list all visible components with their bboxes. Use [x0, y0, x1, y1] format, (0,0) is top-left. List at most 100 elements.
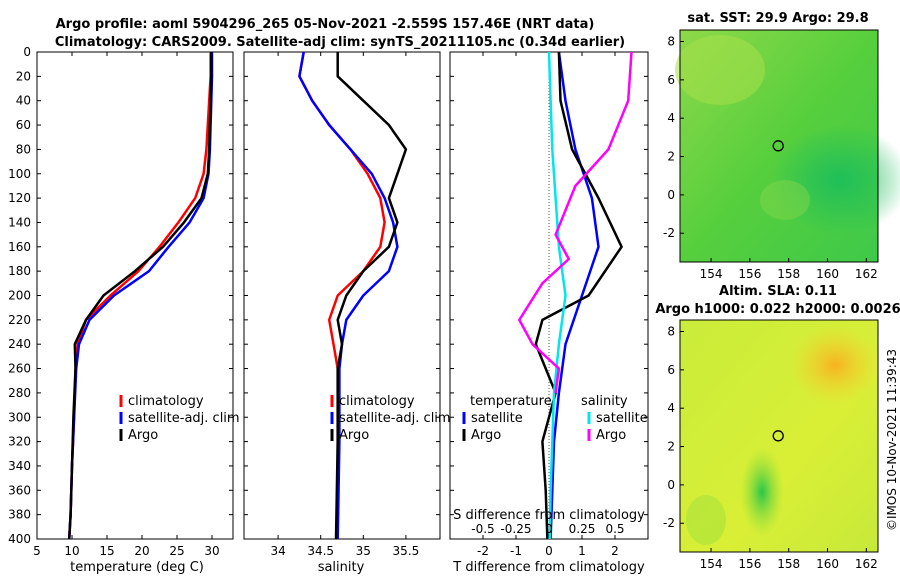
legend-label-argo: Argo: [339, 428, 369, 443]
temperature-lines: [67, 52, 214, 539]
argo-position-marker: [772, 140, 784, 152]
x-tick-label: 2: [611, 544, 619, 558]
map-x-tick-label: 154: [700, 267, 723, 281]
x-tick-label: 10: [64, 544, 79, 558]
legend-label-argo: Argo: [128, 428, 158, 443]
y-tick-label: 360: [8, 483, 31, 497]
argo-position-marker: [772, 430, 784, 442]
map-y-tick-label: 0: [667, 478, 675, 492]
temperature-axes: [36, 51, 234, 540]
sla-ticks: 154 156 158 160 162 8 6 4 2 0 -2: [663, 325, 878, 571]
legend-header-salinity: salinity: [581, 394, 628, 409]
argo-markers: [772, 140, 784, 442]
top-x-tick-label: 0.5: [605, 522, 624, 536]
imos-footer: ©IMOS 10-Nov-2021 11:39:43: [885, 349, 899, 531]
map-y-tick-label: 4: [667, 401, 675, 415]
y-tick-label: 40: [16, 94, 31, 108]
x-tick-label: 35: [356, 544, 371, 558]
map-y-tick-label: 6: [667, 73, 675, 87]
sla-low-patch-2: [686, 495, 726, 545]
y-tick-label: 260: [8, 362, 31, 376]
y-tick-label: 160: [8, 240, 31, 254]
map-y-tick-label: 8: [667, 325, 675, 339]
sla-map-title-1: Altim. SLA: 0.11: [719, 284, 837, 299]
sla-map: [680, 320, 880, 552]
map-y-tick-label: -2: [663, 226, 675, 240]
series-line-salinity-argo: [518, 52, 633, 394]
x-tick-label: 34: [270, 544, 285, 558]
x-tick-label: 30: [204, 544, 219, 558]
map-y-tick-label: 2: [667, 440, 675, 454]
map-x-tick-label: 156: [738, 267, 761, 281]
difference-xlabel: T difference from climatology: [452, 560, 645, 575]
sst-axes: [679, 29, 879, 263]
y-tick-label: 80: [16, 142, 31, 156]
y-tick-label: 120: [8, 191, 31, 205]
y-tick-label: 400: [8, 532, 31, 546]
legend-label-t-satellite: satellite: [471, 411, 523, 426]
y-tick-label: 0: [23, 45, 31, 59]
title-line-2: Climatology: CARS2009. Satellite-adj cli…: [55, 35, 625, 50]
salinity-lines: [298, 52, 408, 539]
legend-label-t-argo: Argo: [471, 428, 501, 443]
salinity-ticks: 34 34.5 35 35.5: [244, 51, 440, 558]
difference-top-ticks: -0.5 -0.25 0 0.25 0.5: [471, 522, 624, 536]
y-tick-label: 280: [8, 386, 31, 400]
difference-ticks: -2 -1 0 1 2: [450, 51, 648, 558]
x-tick-label: 0: [545, 544, 553, 558]
map-x-tick-label: 158: [777, 557, 800, 571]
y-tick-label: 340: [8, 459, 31, 473]
top-x-tick-label: -0.25: [500, 522, 531, 536]
sst-map-title: sat. SST: 29.9 Argo: 29.8: [687, 11, 868, 26]
x-tick-label: -2: [477, 544, 489, 558]
map-x-tick-label: 156: [738, 557, 761, 571]
y-tick-label: 200: [8, 289, 31, 303]
top-x-tick-label: 0: [545, 522, 553, 536]
salinity-xlabel: salinity: [318, 560, 365, 575]
sla-map-title-2: Argo h1000: 0.022 h2000: 0.0026: [655, 302, 900, 317]
legend-label-satellite: satellite-adj. clim: [128, 411, 240, 426]
top-x-tick-label: -0.5: [471, 522, 494, 536]
y-tick-label: 140: [8, 215, 31, 229]
y-tick-label: 240: [8, 337, 31, 351]
y-tick-label: 320: [8, 435, 31, 449]
salinity-axes: [243, 51, 441, 540]
sst-mid-patch: [760, 180, 810, 220]
legend-label-satellite: satellite-adj. clim: [339, 411, 451, 426]
y-tick-label: 60: [16, 118, 31, 132]
y-tick-label: 220: [8, 313, 31, 327]
sst-ticks: 154 156 158 160 162 8 6 4 2 0 -2: [663, 35, 878, 281]
series-line-salinity-satellite: [547, 52, 567, 539]
difference-legend: temperature satellite Argo salinity sate…: [462, 394, 648, 443]
map-y-tick-label: 0: [667, 188, 675, 202]
x-tick-label: 15: [99, 544, 114, 558]
y-tick-label: 100: [8, 167, 31, 181]
series-line-argo: [334, 52, 408, 539]
map-y-tick-label: -2: [663, 516, 675, 530]
temperature-ticks: 0 20 40 60 80 100 120 140 160 180 200 220 240 260 280 3…: [8, 45, 233, 558]
title-line-1: Argo profile: aoml 5904296_265 05-Nov-20…: [56, 17, 595, 32]
series-line-temperature-satellite: [549, 52, 600, 539]
x-tick-label: 35.5: [393, 544, 420, 558]
series-line-climatology: [67, 52, 212, 539]
series-line-climatology: [298, 52, 386, 539]
x-tick-label: 1: [578, 544, 586, 558]
sst-map: [675, 30, 900, 262]
map-y-tick-label: 6: [667, 363, 675, 377]
x-tick-label: 25: [169, 544, 184, 558]
x-tick-label: -1: [510, 544, 522, 558]
map-x-tick-label: 158: [777, 267, 800, 281]
salinity-legend: climatology satellite-adj. clim Argo: [330, 394, 451, 443]
x-tick-label: 20: [134, 544, 149, 558]
y-tick-label: 300: [8, 410, 31, 424]
sst-cool-patch: [675, 35, 765, 105]
top-x-tick-label: 0.25: [569, 522, 596, 536]
sla-axes: [679, 319, 879, 553]
series-line-satellite-adj-clim: [298, 52, 399, 539]
map-x-tick-label: 160: [816, 267, 839, 281]
map-x-tick-label: 162: [855, 557, 878, 571]
legend-header-temperature: temperature: [470, 394, 552, 409]
legend-label-climatology: climatology: [339, 394, 415, 409]
difference-lines: [518, 52, 633, 539]
